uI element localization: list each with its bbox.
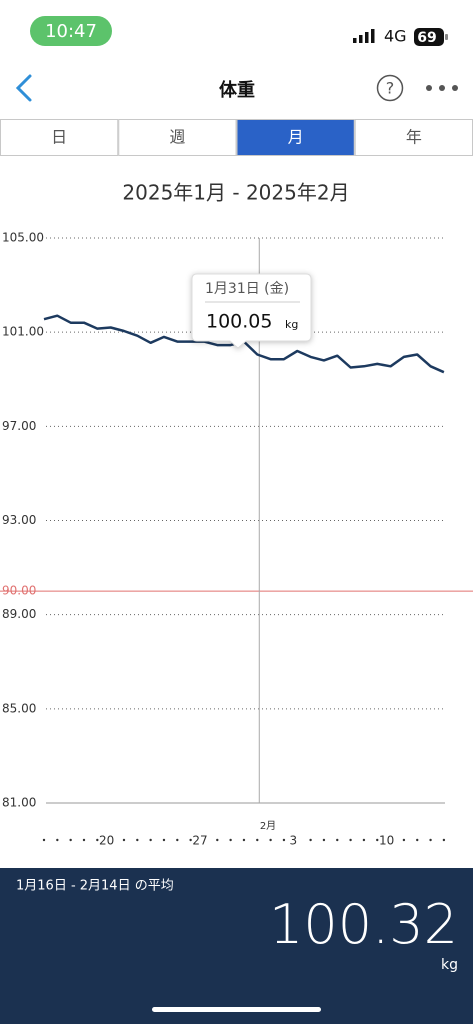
axis-dot xyxy=(429,838,432,842)
y-tick-label: 101.00 xyxy=(2,325,44,339)
chart-title: 2025年1月 - 2025年2月 xyxy=(122,181,349,205)
y-tick-label: 97.00 xyxy=(2,419,36,433)
axis-dot xyxy=(216,838,219,842)
tab-label: 日 xyxy=(51,128,67,147)
y-tick-label: 89.00 xyxy=(2,607,36,621)
tooltip-date: 1月31日 (金) xyxy=(205,281,289,297)
summary-unit: kg xyxy=(441,957,458,973)
tab-label: 月 xyxy=(288,128,304,147)
tooltip-unit: kg xyxy=(285,318,298,331)
axis-dot xyxy=(69,838,72,842)
axis-dot xyxy=(189,838,192,842)
axis-dot xyxy=(402,838,406,842)
reference-label: 90.00 xyxy=(2,584,36,598)
tab[interactable] xyxy=(0,119,119,156)
summary-value: 100.32 xyxy=(269,893,458,956)
axis-dot xyxy=(42,838,46,842)
axis-dot xyxy=(322,838,326,842)
summary-panel xyxy=(0,868,473,1024)
axis-dot xyxy=(269,838,272,842)
y-tick-label: 93.00 xyxy=(2,513,36,527)
x-tick-label: 10 xyxy=(379,834,394,848)
axis-dot xyxy=(82,838,86,842)
axis-dot xyxy=(362,838,366,842)
tab-label: 週 xyxy=(169,128,185,147)
tooltip-value: 100.05 xyxy=(206,311,272,333)
x-tick-label: 27 xyxy=(192,834,207,848)
battery-tip xyxy=(445,34,448,40)
help-text: ? xyxy=(386,79,395,98)
chart: 81.00 85.00 89.00 93.00 97.00 101.00 105.00 90.… xyxy=(0,231,473,848)
home-indicator xyxy=(152,1007,321,1012)
tab[interactable] xyxy=(354,119,473,156)
axis-dot xyxy=(149,838,152,842)
axis-dot xyxy=(56,838,59,842)
axis-dot xyxy=(376,838,379,842)
x-tick-label: 20 xyxy=(99,834,114,848)
network: 4G xyxy=(384,27,407,46)
tooltip: 1月31日 (金) 100.05 kg xyxy=(191,273,312,349)
nav-title: 体重 xyxy=(219,79,255,101)
battery-level: 69 xyxy=(417,30,436,46)
axis-dot xyxy=(162,838,166,842)
time-pill xyxy=(30,16,112,46)
y-tick-label: 85.00 xyxy=(2,701,36,715)
axis-dot xyxy=(229,838,232,842)
axis-dot xyxy=(442,838,446,842)
tab-bar: 日週月年 xyxy=(0,119,473,156)
axis-dot xyxy=(96,838,99,842)
axis-dot xyxy=(256,838,259,842)
axis-dot xyxy=(336,838,339,842)
axis-dot xyxy=(309,838,312,842)
axis-dot xyxy=(122,838,126,842)
more-button[interactable] xyxy=(426,85,458,91)
battery xyxy=(414,28,444,46)
status-time: 10:47 xyxy=(45,21,97,42)
axis-dot xyxy=(242,838,246,842)
back-button[interactable] xyxy=(15,74,32,102)
help-button[interactable] xyxy=(376,74,404,102)
x-tick-label: 3 xyxy=(289,834,297,848)
axis-dot xyxy=(176,838,179,842)
summary-label: 1月16日 - 2月14日 の平均 xyxy=(16,879,174,894)
tab[interactable] xyxy=(118,119,237,156)
tab[interactable] xyxy=(236,119,355,156)
axis-dot xyxy=(136,838,139,842)
tooltip-box xyxy=(191,273,312,349)
y-tick-label: 105.00 xyxy=(2,231,44,245)
signal-icon xyxy=(353,29,375,43)
axis-dot xyxy=(349,838,352,842)
axis-dot xyxy=(416,838,419,842)
axis-dot xyxy=(282,838,286,842)
y-tick-label: 81.00 xyxy=(2,796,36,810)
month-label: 2月 xyxy=(260,820,276,832)
tab-label: 年 xyxy=(406,128,422,147)
